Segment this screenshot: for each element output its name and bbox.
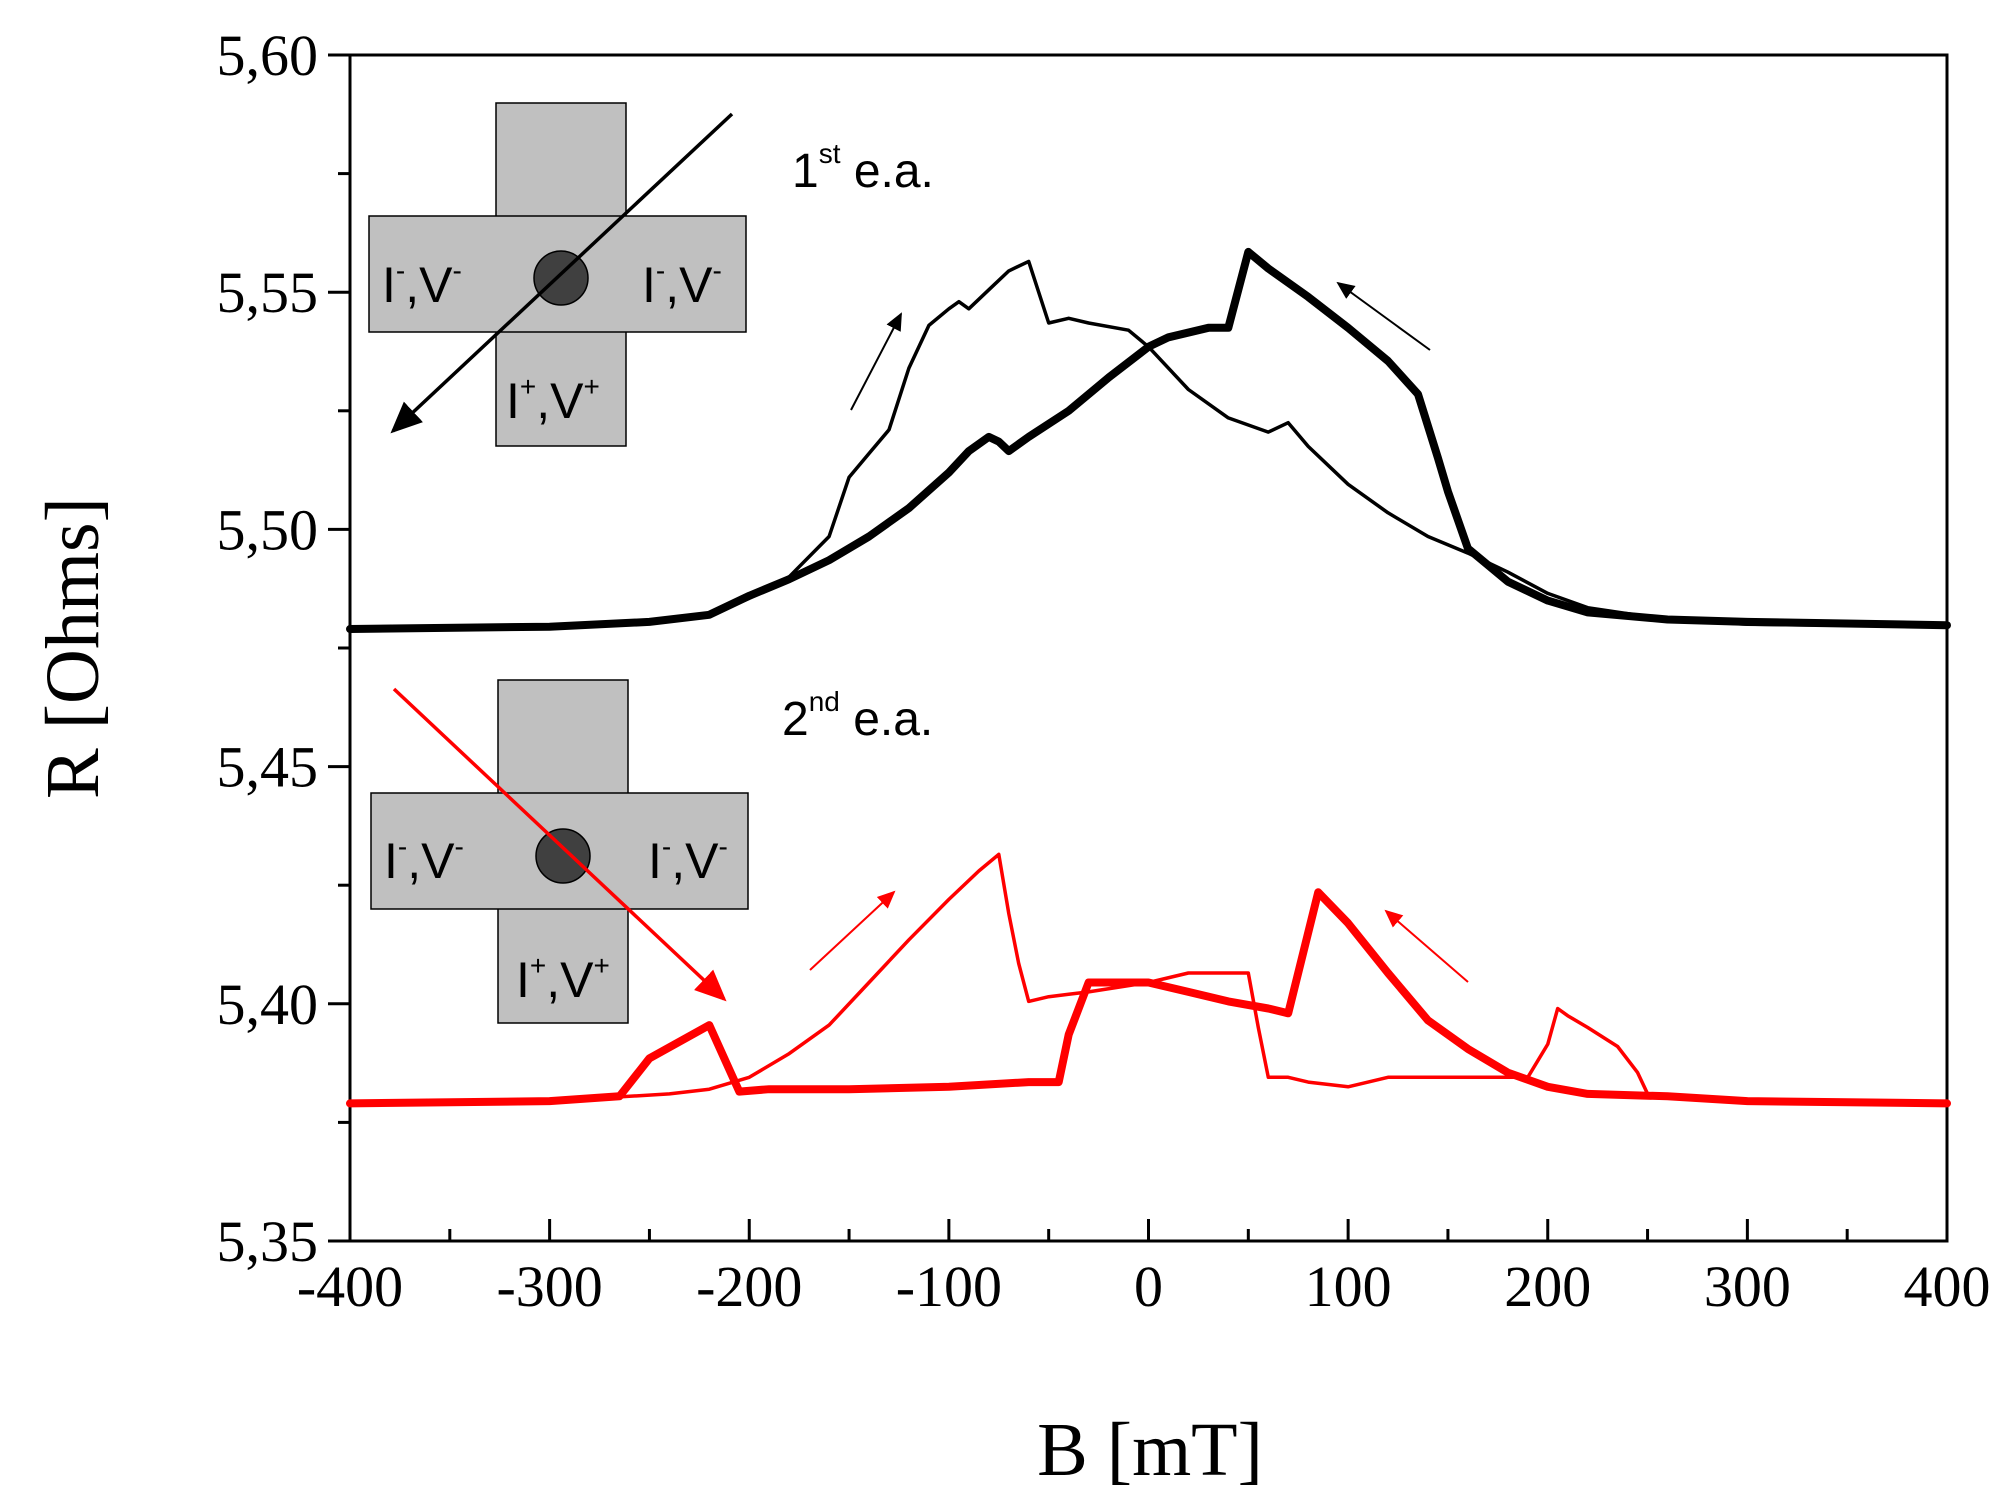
- y-tick-label: 5,40: [217, 972, 319, 1037]
- x-tick-label: -200: [696, 1254, 802, 1319]
- x-axis: -400 -300 -200 -100 0 100 200 300 400: [297, 1219, 1991, 1319]
- sweep-up-arrow-icon: [850, 312, 902, 411]
- sweep-up-arrow-icon: [809, 890, 896, 971]
- x-tick-label: 100: [1305, 1254, 1392, 1319]
- device-schematic-bottom: I-,V- I-,V- I+,V+: [370, 679, 749, 1024]
- device-dot: [535, 828, 591, 884]
- series-line-2nd-e-a-sweep-up: [348, 852, 1949, 1106]
- label-2nd-ea: 2nd e.a.: [782, 686, 933, 746]
- label-1st-ea: 1st e.a.: [792, 138, 934, 198]
- x-tick-label: 200: [1504, 1254, 1591, 1319]
- x-tick-label: -300: [496, 1254, 602, 1319]
- y-axis: 5,35 5,40 5,45 5,50 5,55 5,60: [217, 23, 350, 1274]
- sweep-down-arrow-icon: [1336, 281, 1431, 351]
- y-tick-label: 5,60: [217, 23, 319, 88]
- sweep-down-arrow-icon: [1384, 909, 1469, 983]
- contact-bottom-label: I+,V+: [516, 950, 610, 1008]
- x-axis-title: B [mT]: [1037, 1408, 1263, 1492]
- easy-axis-arrow-icon: [392, 687, 727, 1002]
- easy-axis-arrow-icon: [390, 112, 734, 434]
- y-tick-label: 5,45: [217, 735, 319, 800]
- series-layer: [346, 247, 1951, 1108]
- y-tick-label: 5,55: [217, 260, 319, 325]
- contact-left-label: I-,V-: [384, 831, 464, 889]
- contact-right-label: I-,V-: [648, 831, 728, 889]
- device-schematic-top: I-,V- I-,V- I+,V+: [368, 102, 747, 447]
- x-tick-label: 300: [1704, 1254, 1791, 1319]
- series-line-2nd-e-a-sweep-down: [346, 888, 1951, 1108]
- x-tick-label: -400: [297, 1254, 403, 1319]
- contact-left-label: I-,V-: [382, 255, 462, 313]
- y-tick-label: 5,50: [217, 497, 319, 562]
- device-dot: [533, 250, 589, 306]
- y-axis-title: R [Ohms]: [31, 497, 115, 799]
- x-tick-label: 0: [1134, 1254, 1163, 1319]
- x-tick-label: 400: [1904, 1254, 1991, 1319]
- series-line-1st-e-a-sweep-down: [346, 247, 1951, 633]
- y-tick-label: 5,35: [217, 1209, 319, 1274]
- x-tick-label: -100: [896, 1254, 1002, 1319]
- contact-bottom-label: I+,V+: [506, 371, 600, 429]
- contact-right-label: I-,V-: [642, 255, 722, 313]
